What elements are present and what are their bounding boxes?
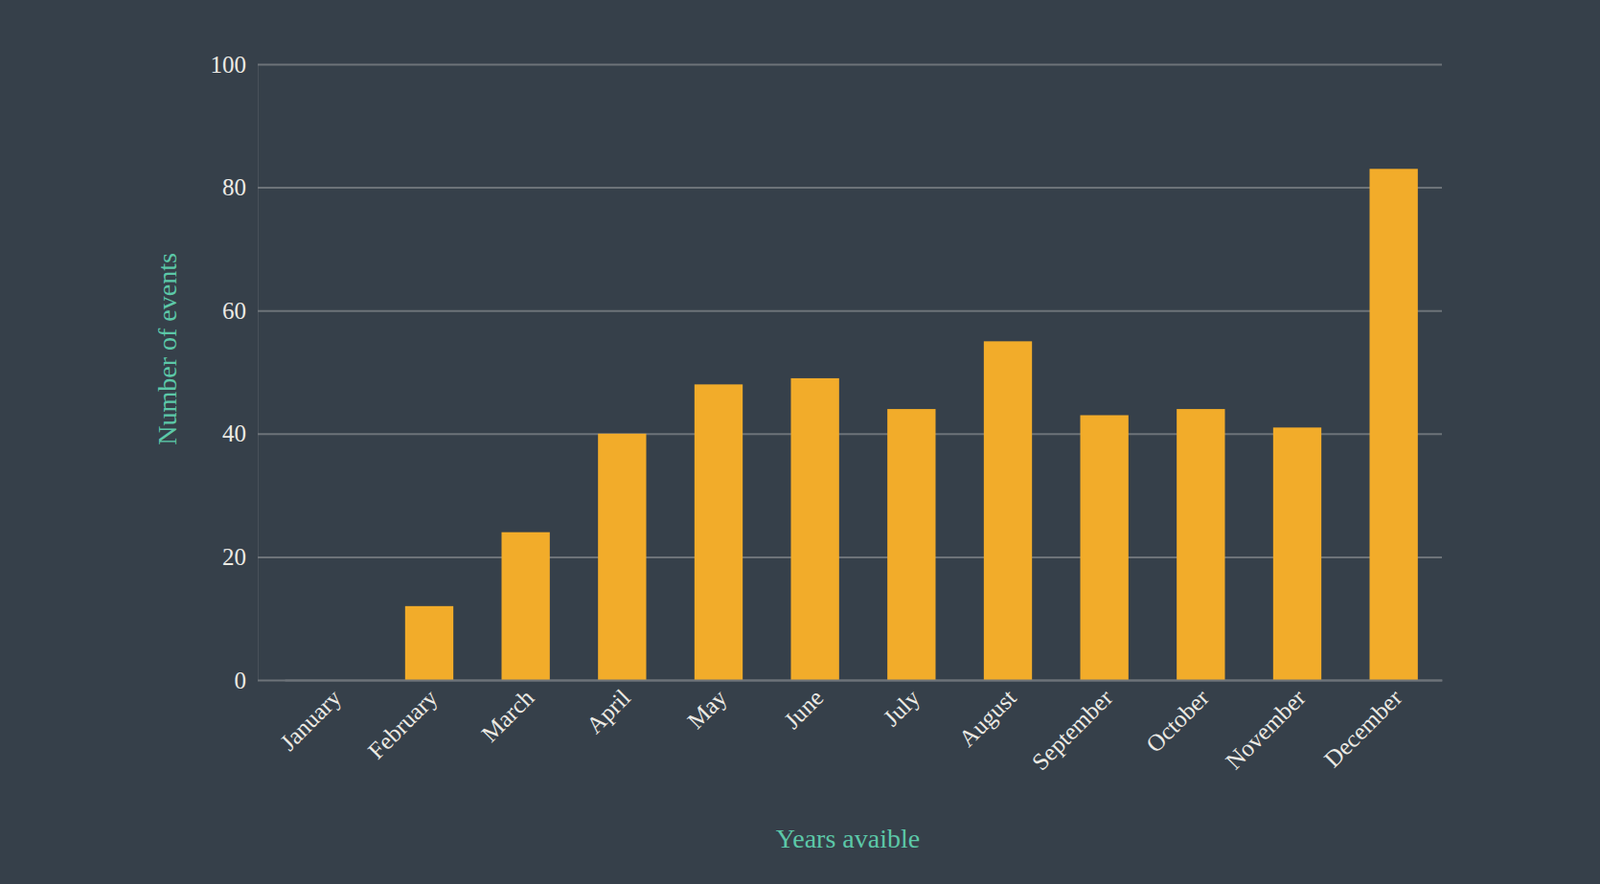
grid-line <box>257 680 1442 683</box>
bar <box>791 378 840 681</box>
y-tick-label: 60 <box>222 297 247 324</box>
bar <box>1370 168 1418 681</box>
bar <box>887 409 936 681</box>
x-tick: May <box>682 680 732 734</box>
x-tick-label: August <box>954 685 1022 753</box>
x-tick-label: October <box>1141 684 1215 758</box>
bar <box>1176 409 1225 681</box>
x-tick: October <box>1141 680 1215 758</box>
x-tick: November <box>1220 680 1311 775</box>
x-tick: September <box>1027 680 1119 776</box>
grid-line <box>257 433 1442 435</box>
x-tick: March <box>476 680 540 748</box>
bar <box>1080 415 1129 681</box>
x-tick: August <box>954 680 1022 753</box>
x-tick: February <box>363 680 443 765</box>
bar <box>597 434 646 681</box>
x-tick-label: June <box>778 685 828 734</box>
grid-line <box>257 186 1442 189</box>
x-tick-label: July <box>877 684 925 732</box>
y-axis-title: Number of events <box>152 252 183 446</box>
x-tick-label: September <box>1027 684 1119 776</box>
y-tick: 80 <box>222 174 1442 201</box>
x-tick-label: April <box>581 685 636 739</box>
bars <box>405 168 1418 681</box>
y-tick-label: 100 <box>210 51 248 78</box>
bar <box>502 532 550 681</box>
y-tick-label: 20 <box>222 544 247 571</box>
y-tick: 60 <box>222 297 1442 324</box>
y-axis-line <box>258 65 1443 682</box>
x-tick-label: March <box>476 684 540 748</box>
bar <box>1273 427 1322 681</box>
x-tick: December <box>1319 680 1408 773</box>
y-tick-label: 40 <box>222 420 247 447</box>
x-tick-label: May <box>682 684 732 734</box>
x-axis: JanuaryFebruary March April May June July Augu… <box>274 680 1443 776</box>
y-axis: 0 20 40 60 80 100 <box>210 51 1443 694</box>
y-tick: 100 <box>210 51 1443 78</box>
x-tick-label: January <box>274 684 346 755</box>
chart-container: 0 20 40 60 80 100 JanuaryFebruary March April May… <box>0 0 1600 884</box>
x-tick: June <box>778 680 828 734</box>
x-axis-title: Years avaible <box>776 823 920 854</box>
background <box>0 0 1600 884</box>
grid-line <box>257 310 1442 313</box>
bar <box>405 606 454 681</box>
bar <box>983 341 1032 681</box>
grid-line <box>257 64 1442 67</box>
x-tick: January <box>274 680 346 756</box>
x-tick-label: November <box>1220 684 1311 775</box>
x-tick: July <box>877 680 925 732</box>
y-tick-label: 80 <box>222 174 247 201</box>
x-tick: April <box>581 680 636 739</box>
grid-line <box>257 556 1442 559</box>
x-axis-line <box>285 680 1443 683</box>
chart-svg: 0 20 40 60 80 100 JanuaryFebruary March April May… <box>0 0 1600 884</box>
y-tick-label: 0 <box>234 667 248 694</box>
x-tick-label: February <box>363 684 443 764</box>
bar <box>694 384 743 681</box>
x-tick-label: December <box>1319 684 1408 773</box>
